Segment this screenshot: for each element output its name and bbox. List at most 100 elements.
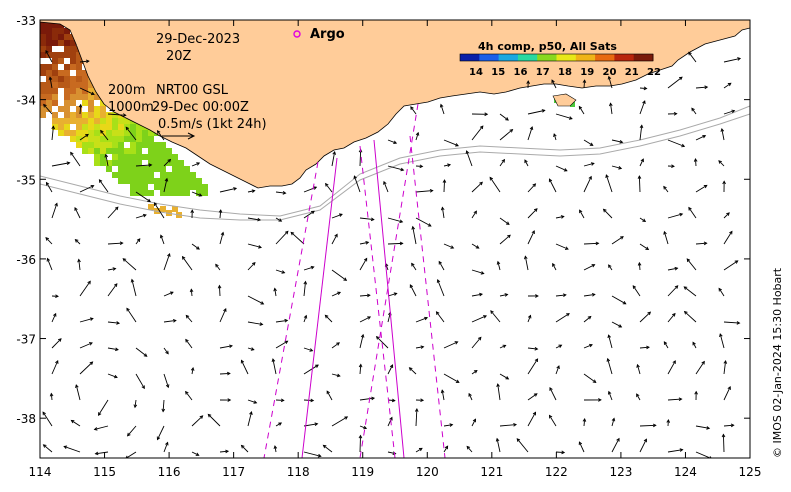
sst-pixel: [82, 82, 88, 88]
current-vector-head: [681, 143, 686, 148]
sst-pixel: [76, 136, 82, 142]
current-vector: [667, 76, 683, 89]
current-vector-head: [278, 422, 283, 426]
sst-pixel: [58, 58, 64, 64]
sst-pixel: [88, 142, 94, 148]
current-vector-head: [258, 245, 262, 249]
current-vector: [723, 386, 731, 401]
current-vector-head: [693, 158, 698, 162]
current-vector-head: [472, 418, 477, 423]
current-vector-head: [582, 417, 587, 422]
current-vector: [191, 243, 200, 250]
sst-pixel: [46, 40, 52, 46]
current-vector: [527, 358, 538, 375]
current-vector-head: [410, 106, 414, 110]
current-vector-head: [66, 161, 71, 165]
current-vector: [331, 269, 347, 281]
current-vector: [443, 139, 459, 147]
current-vector: [185, 339, 193, 349]
current-vector-head: [701, 360, 705, 365]
current-vector-head: [98, 412, 102, 416]
current-vector: [583, 316, 592, 323]
current-vector: [274, 445, 277, 453]
sst-pixel: [52, 22, 58, 28]
current-vector: [667, 360, 676, 375]
current-vector: [353, 175, 361, 193]
sst-pixel: [124, 130, 130, 136]
sst-pixel: [148, 204, 154, 210]
current-vector-head: [454, 341, 459, 345]
current-vector: [163, 320, 176, 323]
current-vector-head: [647, 311, 652, 316]
current-vector-head: [637, 175, 642, 179]
sst-pixel: [166, 172, 172, 178]
current-vector: [499, 113, 509, 121]
current-vector-head: [622, 301, 627, 305]
current-vector: [163, 347, 169, 354]
current-vector: [549, 387, 557, 401]
current-vector-head: [303, 314, 308, 319]
current-vector-head: [479, 181, 483, 186]
current-vector: [219, 187, 237, 193]
sst-pixel: [76, 88, 82, 94]
y-tick-label: -37: [16, 333, 36, 347]
sst-pixel: [130, 172, 136, 178]
current-vector-head: [70, 151, 74, 156]
current-vector: [490, 310, 501, 323]
sst-pixel: [100, 112, 106, 118]
current-vector-head: [311, 210, 315, 215]
current-vector: [527, 315, 531, 323]
sst-pixel: [58, 52, 64, 58]
current-vector: [163, 373, 169, 388]
current-vector-head: [74, 238, 79, 243]
current-vector-head: [703, 184, 708, 189]
sst-pixel: [76, 106, 82, 112]
current-vector-head: [389, 416, 393, 421]
current-vector: [611, 295, 626, 305]
current-vector-head: [250, 347, 255, 351]
current-vector: [639, 311, 651, 323]
current-vector: [70, 152, 81, 167]
current-vector-head: [531, 230, 535, 234]
current-vector-head: [271, 358, 276, 363]
australia-land: [40, 20, 750, 189]
current-vector-head: [587, 315, 592, 320]
sst-pixel: [46, 46, 52, 52]
colorbar-segment: [517, 54, 538, 61]
depth-shallow-label: 200m: [108, 83, 145, 98]
current-vector-head: [48, 76, 53, 81]
sst-pixel: [64, 46, 70, 52]
sst-pixel: [40, 28, 46, 34]
current-vector: [163, 159, 171, 167]
current-vector: [471, 243, 480, 249]
current-vector-head: [688, 206, 692, 211]
current-vector: [441, 390, 445, 401]
sst-pixel: [46, 100, 52, 106]
current-vector-head: [77, 258, 81, 263]
current-vector-head: [692, 341, 696, 346]
current-vector: [359, 294, 370, 297]
sst-pixel: [160, 184, 166, 190]
current-vector-head: [315, 364, 319, 368]
current-vector-head: [449, 423, 454, 427]
sst-pixel: [124, 148, 130, 154]
current-vector: [471, 293, 483, 297]
current-vector: [247, 399, 257, 404]
current-vector-head: [93, 427, 98, 431]
current-vector: [639, 158, 644, 167]
sst-pixel: [130, 160, 136, 166]
current-vector-head: [723, 360, 728, 364]
current-vector-head: [438, 260, 442, 265]
current-vector-head: [477, 336, 482, 341]
sst-pixel: [70, 118, 76, 124]
sst-pixel: [184, 190, 190, 196]
current-vector: [79, 134, 89, 141]
sst-pixel: [70, 76, 76, 82]
sst-pixel: [40, 22, 46, 28]
current-vector-head: [344, 416, 349, 420]
current-vector-head: [674, 266, 679, 271]
sst-pixel: [46, 94, 52, 100]
current-vector-head: [141, 385, 145, 390]
current-vector-head: [643, 438, 647, 443]
current-vector: [553, 133, 557, 141]
